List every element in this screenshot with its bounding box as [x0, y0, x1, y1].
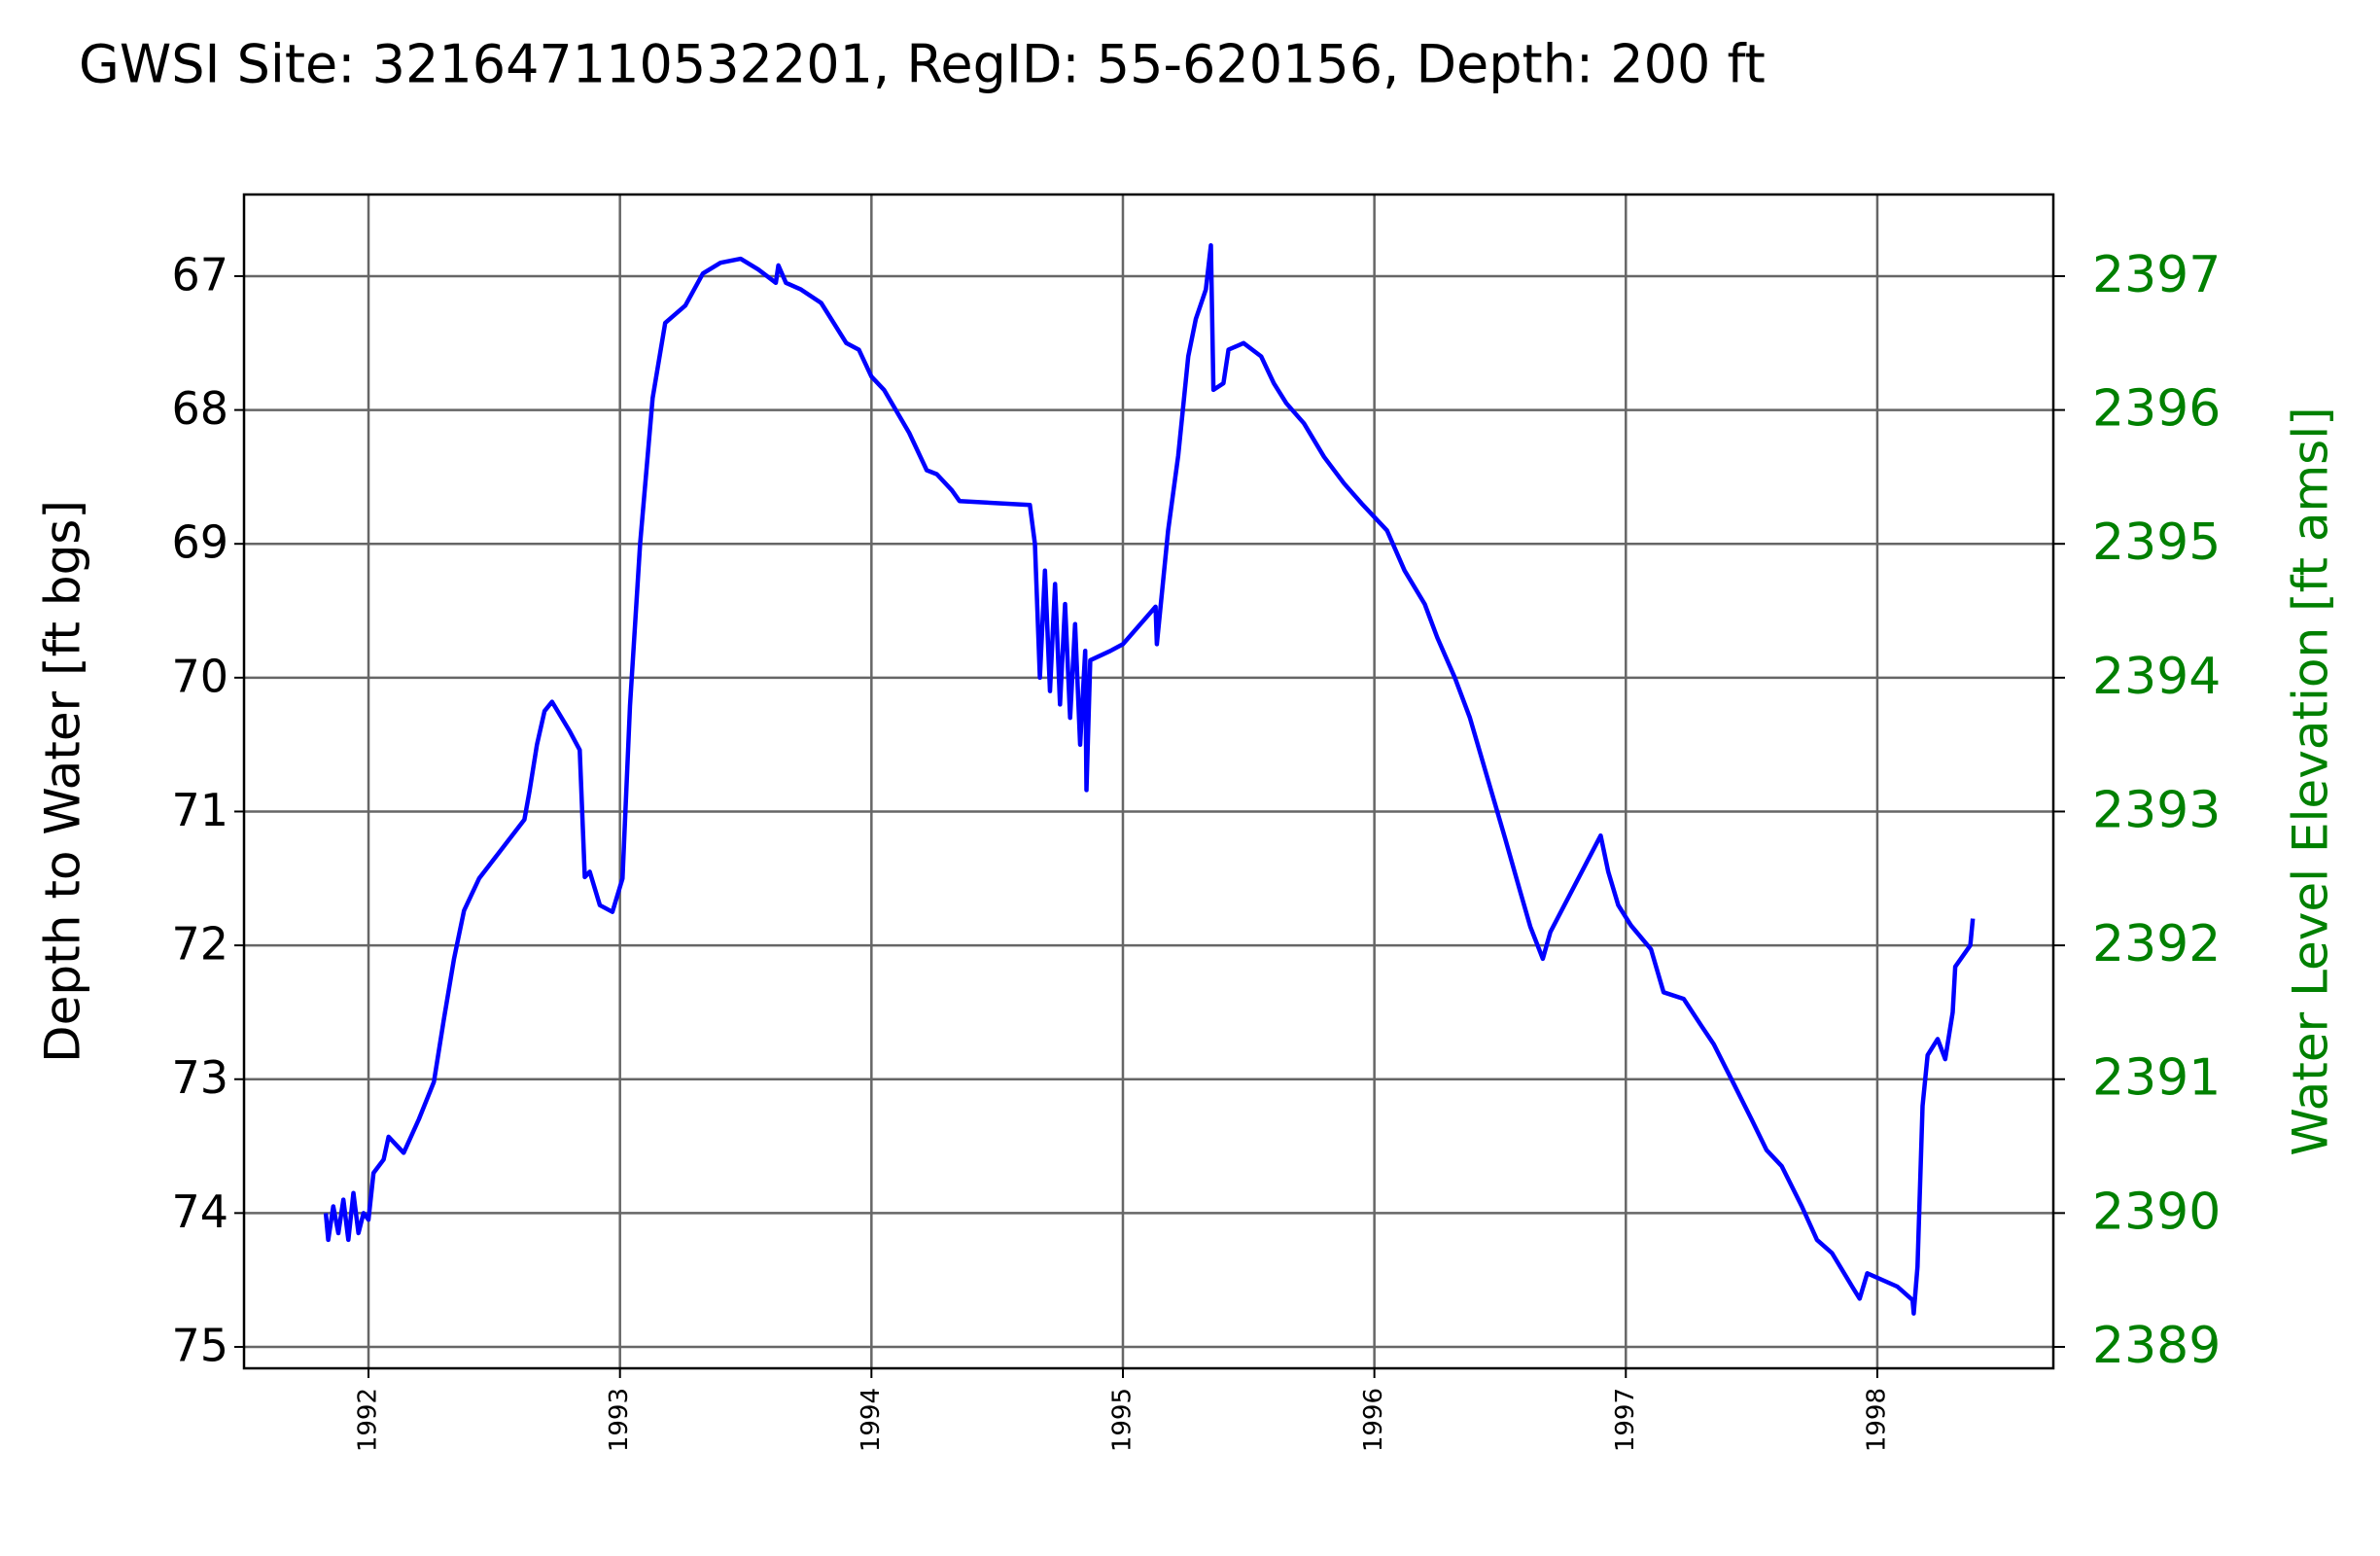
y-tick-label: 70 [171, 650, 228, 702]
x-tick-label: 1994 [857, 1388, 886, 1452]
y-tick-label: 69 [171, 516, 228, 569]
y-tick-label: 67 [171, 248, 228, 301]
x-tick-label: 1992 [354, 1388, 383, 1452]
y2-tick-label: 2393 [2092, 781, 2221, 839]
y2-tick-label: 2390 [2092, 1183, 2221, 1241]
y2-tick-label: 2395 [2092, 513, 2221, 572]
y-tick-label: 75 [171, 1319, 228, 1371]
y2-tick-label: 2394 [2092, 648, 2221, 706]
y-tick-label: 74 [171, 1185, 228, 1238]
y-tick-label: 71 [171, 784, 228, 836]
x-tick-label: 1993 [605, 1388, 634, 1452]
y2-tick-label: 2389 [2092, 1317, 2221, 1375]
chart-title: GWSI Site: 321647110532201, RegID: 55-62… [79, 34, 1766, 95]
y2-tick-label: 2397 [2092, 246, 2221, 304]
x-tick-label: 1996 [1359, 1388, 1388, 1452]
x-tick-label: 1998 [1862, 1388, 1891, 1452]
x-tick-label: 1995 [1107, 1388, 1137, 1452]
plot-frame [242, 193, 2055, 1370]
y-tick-label: 68 [171, 382, 228, 435]
y-axis-label: Depth to Water [ft bgs] [35, 500, 91, 1063]
y2-tick-label: 2392 [2092, 915, 2221, 973]
y-tick-label: 72 [171, 918, 228, 971]
y2-tick-label: 2391 [2092, 1049, 2221, 1108]
data-line [323, 243, 1976, 1316]
y2-axis-label: Water Level Elevation [ft amsl] [2283, 407, 2339, 1155]
x-tick-label: 1997 [1611, 1388, 1640, 1452]
y2-tick-label: 2396 [2092, 380, 2221, 439]
y-tick-label: 73 [171, 1051, 228, 1104]
